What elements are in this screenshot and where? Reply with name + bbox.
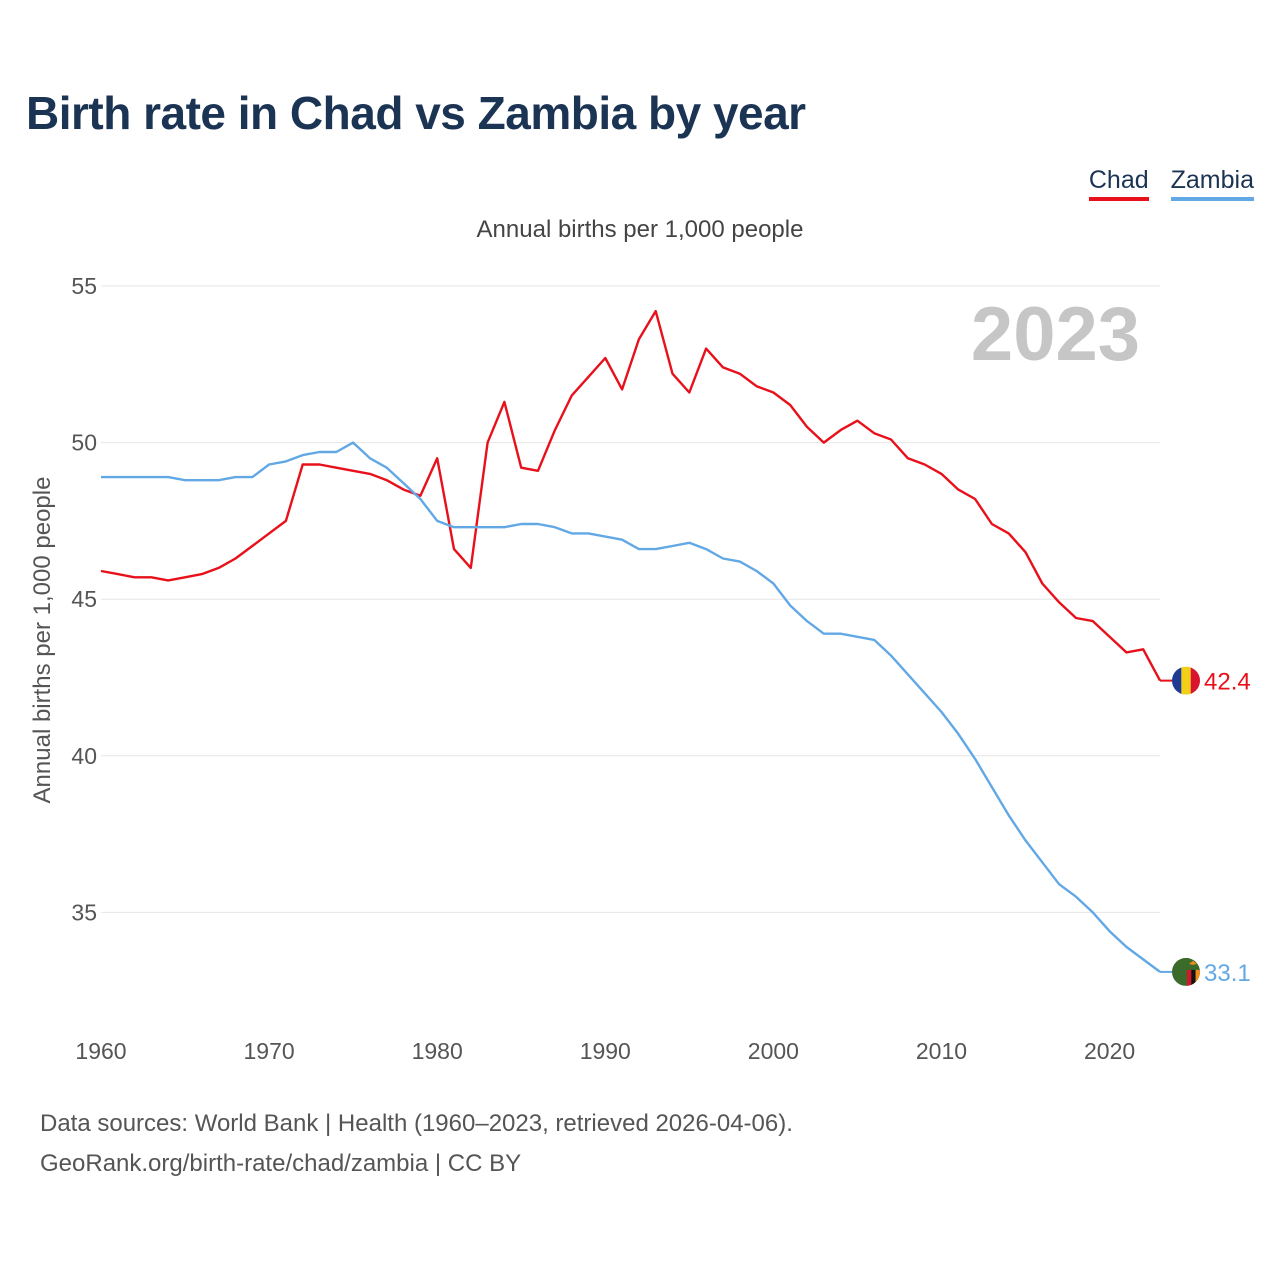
chart-subtitle: Annual births per 1,000 people <box>476 216 804 243</box>
year-watermark: 2023 <box>971 292 1140 377</box>
x-axis-ticks: 1960 1970 1980 1990 2000 2010 2020 <box>75 1038 1135 1064</box>
x-tick-label: 1990 <box>580 1038 631 1064</box>
y-tick-label: 50 <box>71 430 97 456</box>
legend-item-zambia[interactable]: Zambia <box>1170 166 1254 201</box>
chad-flag-icon <box>1172 666 1200 695</box>
y-axis-ticks: 35 40 45 50 55 <box>71 273 97 925</box>
source-line-1: Data sources: World Bank | Health (1960–… <box>40 1110 793 1137</box>
legend-item-chad[interactable]: Chad <box>1088 166 1149 201</box>
chart-title: Birth rate in Chad vs Zambia by year <box>26 87 806 139</box>
x-tick-label: 1960 <box>75 1038 126 1064</box>
source-note: Data sources: World Bank | Health (1960–… <box>40 1104 793 1184</box>
legend: Chad Zambia <box>1088 166 1254 201</box>
y-tick-label: 55 <box>71 273 97 299</box>
x-tick-label: 1970 <box>244 1038 295 1064</box>
end-markers: 42.4 33.1 <box>1160 666 1251 987</box>
series-lines <box>100 309 1162 973</box>
gridlines <box>101 285 1160 913</box>
source-line-2[interactable]: GeoRank.org/birth-rate/chad/zambia | CC … <box>40 1150 522 1177</box>
x-tick-label: 1980 <box>412 1038 463 1064</box>
y-tick-label: 35 <box>71 899 97 925</box>
series-line-chad <box>100 309 1162 682</box>
y-axis-label: Annual births per 1,000 people <box>29 477 56 804</box>
series-line-zambia <box>101 441 1161 973</box>
y-tick-label: 40 <box>71 743 97 769</box>
end-value-label-chad: 42.4 <box>1204 669 1251 696</box>
zambia-flag-icon <box>1172 957 1200 986</box>
x-tick-label: 2010 <box>916 1038 967 1064</box>
x-tick-label: 2000 <box>748 1038 799 1064</box>
x-tick-label: 2020 <box>1084 1038 1135 1064</box>
y-tick-label: 45 <box>71 586 97 612</box>
end-value-label-zambia: 33.1 <box>1204 960 1251 987</box>
